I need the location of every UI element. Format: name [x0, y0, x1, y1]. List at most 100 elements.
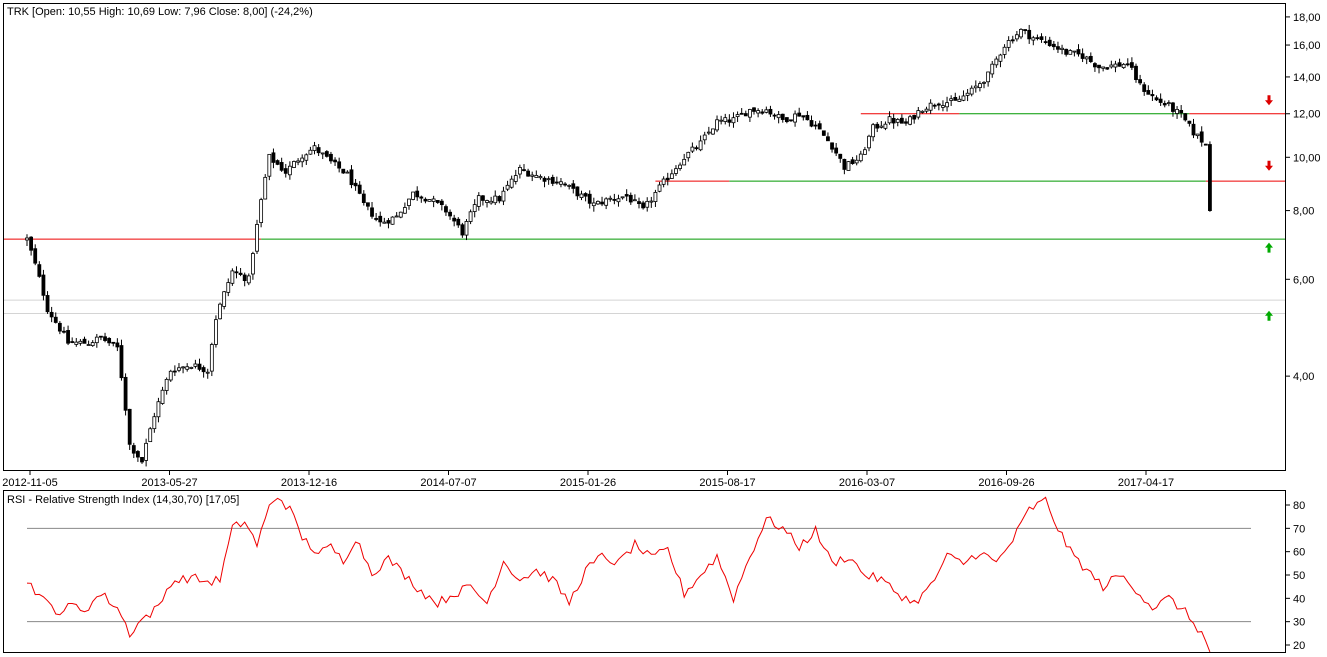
candle-body [711, 128, 715, 135]
candle-body [1146, 90, 1151, 95]
candle-body [1076, 49, 1081, 55]
candle-body [661, 178, 666, 185]
candle-body [349, 169, 354, 186]
candle-body [444, 206, 448, 213]
candle-body [1183, 113, 1188, 121]
candle-body [300, 157, 305, 163]
candle-body [415, 190, 420, 198]
candle-body [846, 161, 851, 171]
date-x-axis: 2012-11-05 2013-05-27 2013-12-16 2014-07-07… [2, 470, 1174, 489]
candle-body [608, 197, 613, 200]
x-tick-label: 2013-05-27 [141, 477, 197, 489]
candle-body [600, 201, 604, 205]
candle-body [747, 109, 752, 118]
candle-body [402, 207, 407, 214]
candle-body [156, 401, 161, 418]
candle-body [583, 193, 588, 197]
candle-body [1093, 63, 1097, 68]
candle-body [538, 176, 543, 179]
candle-body [867, 135, 871, 149]
candle-body [542, 177, 547, 182]
candle-body [181, 366, 185, 369]
candle-body [1064, 48, 1069, 55]
candle-body [304, 154, 309, 161]
candle-body [45, 295, 50, 313]
candle-body [423, 198, 428, 202]
candle-body [1138, 79, 1143, 84]
candle-body [994, 58, 999, 66]
candle-body [891, 117, 896, 124]
candle-body [456, 218, 461, 226]
candle-body [94, 336, 99, 344]
candle-body [883, 123, 888, 129]
candle-body [160, 389, 165, 404]
candle-body [1179, 110, 1184, 114]
rsi-y-tick-label: 40 [1293, 593, 1305, 605]
candle-body [986, 71, 991, 83]
candle-body [1125, 63, 1130, 66]
candle-body [653, 192, 658, 202]
candle-body [657, 184, 662, 192]
candle-body [686, 151, 691, 159]
candle-body [386, 220, 391, 224]
rsi-panel: 20 30 40 50 60 70 80 RSI - Relative Strength I… [3, 490, 1305, 653]
candle-body [74, 341, 79, 345]
candle-body [1019, 28, 1023, 38]
candle-body [226, 282, 231, 293]
candle-body [271, 152, 276, 163]
candle-body [665, 177, 670, 181]
candle-body [374, 218, 379, 220]
candle-body [706, 131, 711, 134]
candle-body [998, 54, 1003, 62]
x-tick-label: 2016-09-26 [978, 477, 1034, 489]
candle-body [214, 319, 218, 345]
candle-body [739, 112, 744, 115]
candle-body [908, 116, 912, 125]
candle-body [33, 248, 38, 264]
candle-body [431, 198, 436, 202]
candle-body [912, 115, 917, 120]
candle-body [259, 199, 264, 223]
candle-body [267, 153, 272, 177]
candle-body [682, 158, 687, 166]
candlestick-series [25, 24, 1212, 467]
candle-body [86, 344, 91, 346]
support-resistance-lines [4, 113, 1285, 240]
candle-body [398, 211, 403, 218]
candle-body [961, 95, 966, 101]
candle-body [830, 142, 834, 150]
candle-body [887, 116, 892, 124]
candle-body [292, 161, 296, 168]
candle-body [973, 85, 978, 89]
rsi-y-tick-label: 70 [1293, 523, 1305, 535]
candle-body [345, 171, 350, 174]
candle-body [1010, 39, 1015, 42]
candle-body [493, 195, 498, 204]
candle-body [497, 196, 502, 202]
candle-body [1191, 123, 1196, 136]
candle-body [103, 336, 107, 341]
rsi-y-axis: 20 30 40 50 60 70 80 [1285, 500, 1305, 652]
candle-body [205, 371, 210, 374]
candle-body [279, 162, 284, 171]
candle-body [390, 216, 395, 225]
candle-body [419, 196, 424, 199]
y-tick-label: 16,00 [1293, 40, 1321, 52]
candle-body [534, 175, 539, 178]
candle-body [411, 191, 415, 200]
candle-body [801, 115, 806, 118]
candle-body [222, 291, 227, 307]
candle-body [468, 211, 473, 222]
candle-body [1014, 34, 1019, 40]
candle-body [990, 63, 995, 75]
candle-body [353, 182, 358, 187]
candle-body [1060, 47, 1064, 50]
candle-body [641, 202, 646, 209]
x-tick-label: 2013-12-16 [281, 477, 337, 489]
candle-body [275, 160, 280, 165]
candle-body [941, 105, 945, 108]
candle-body [324, 151, 329, 157]
candle-body [218, 303, 222, 320]
candle-body [875, 123, 880, 129]
rsi-y-tick-label: 60 [1293, 547, 1305, 559]
